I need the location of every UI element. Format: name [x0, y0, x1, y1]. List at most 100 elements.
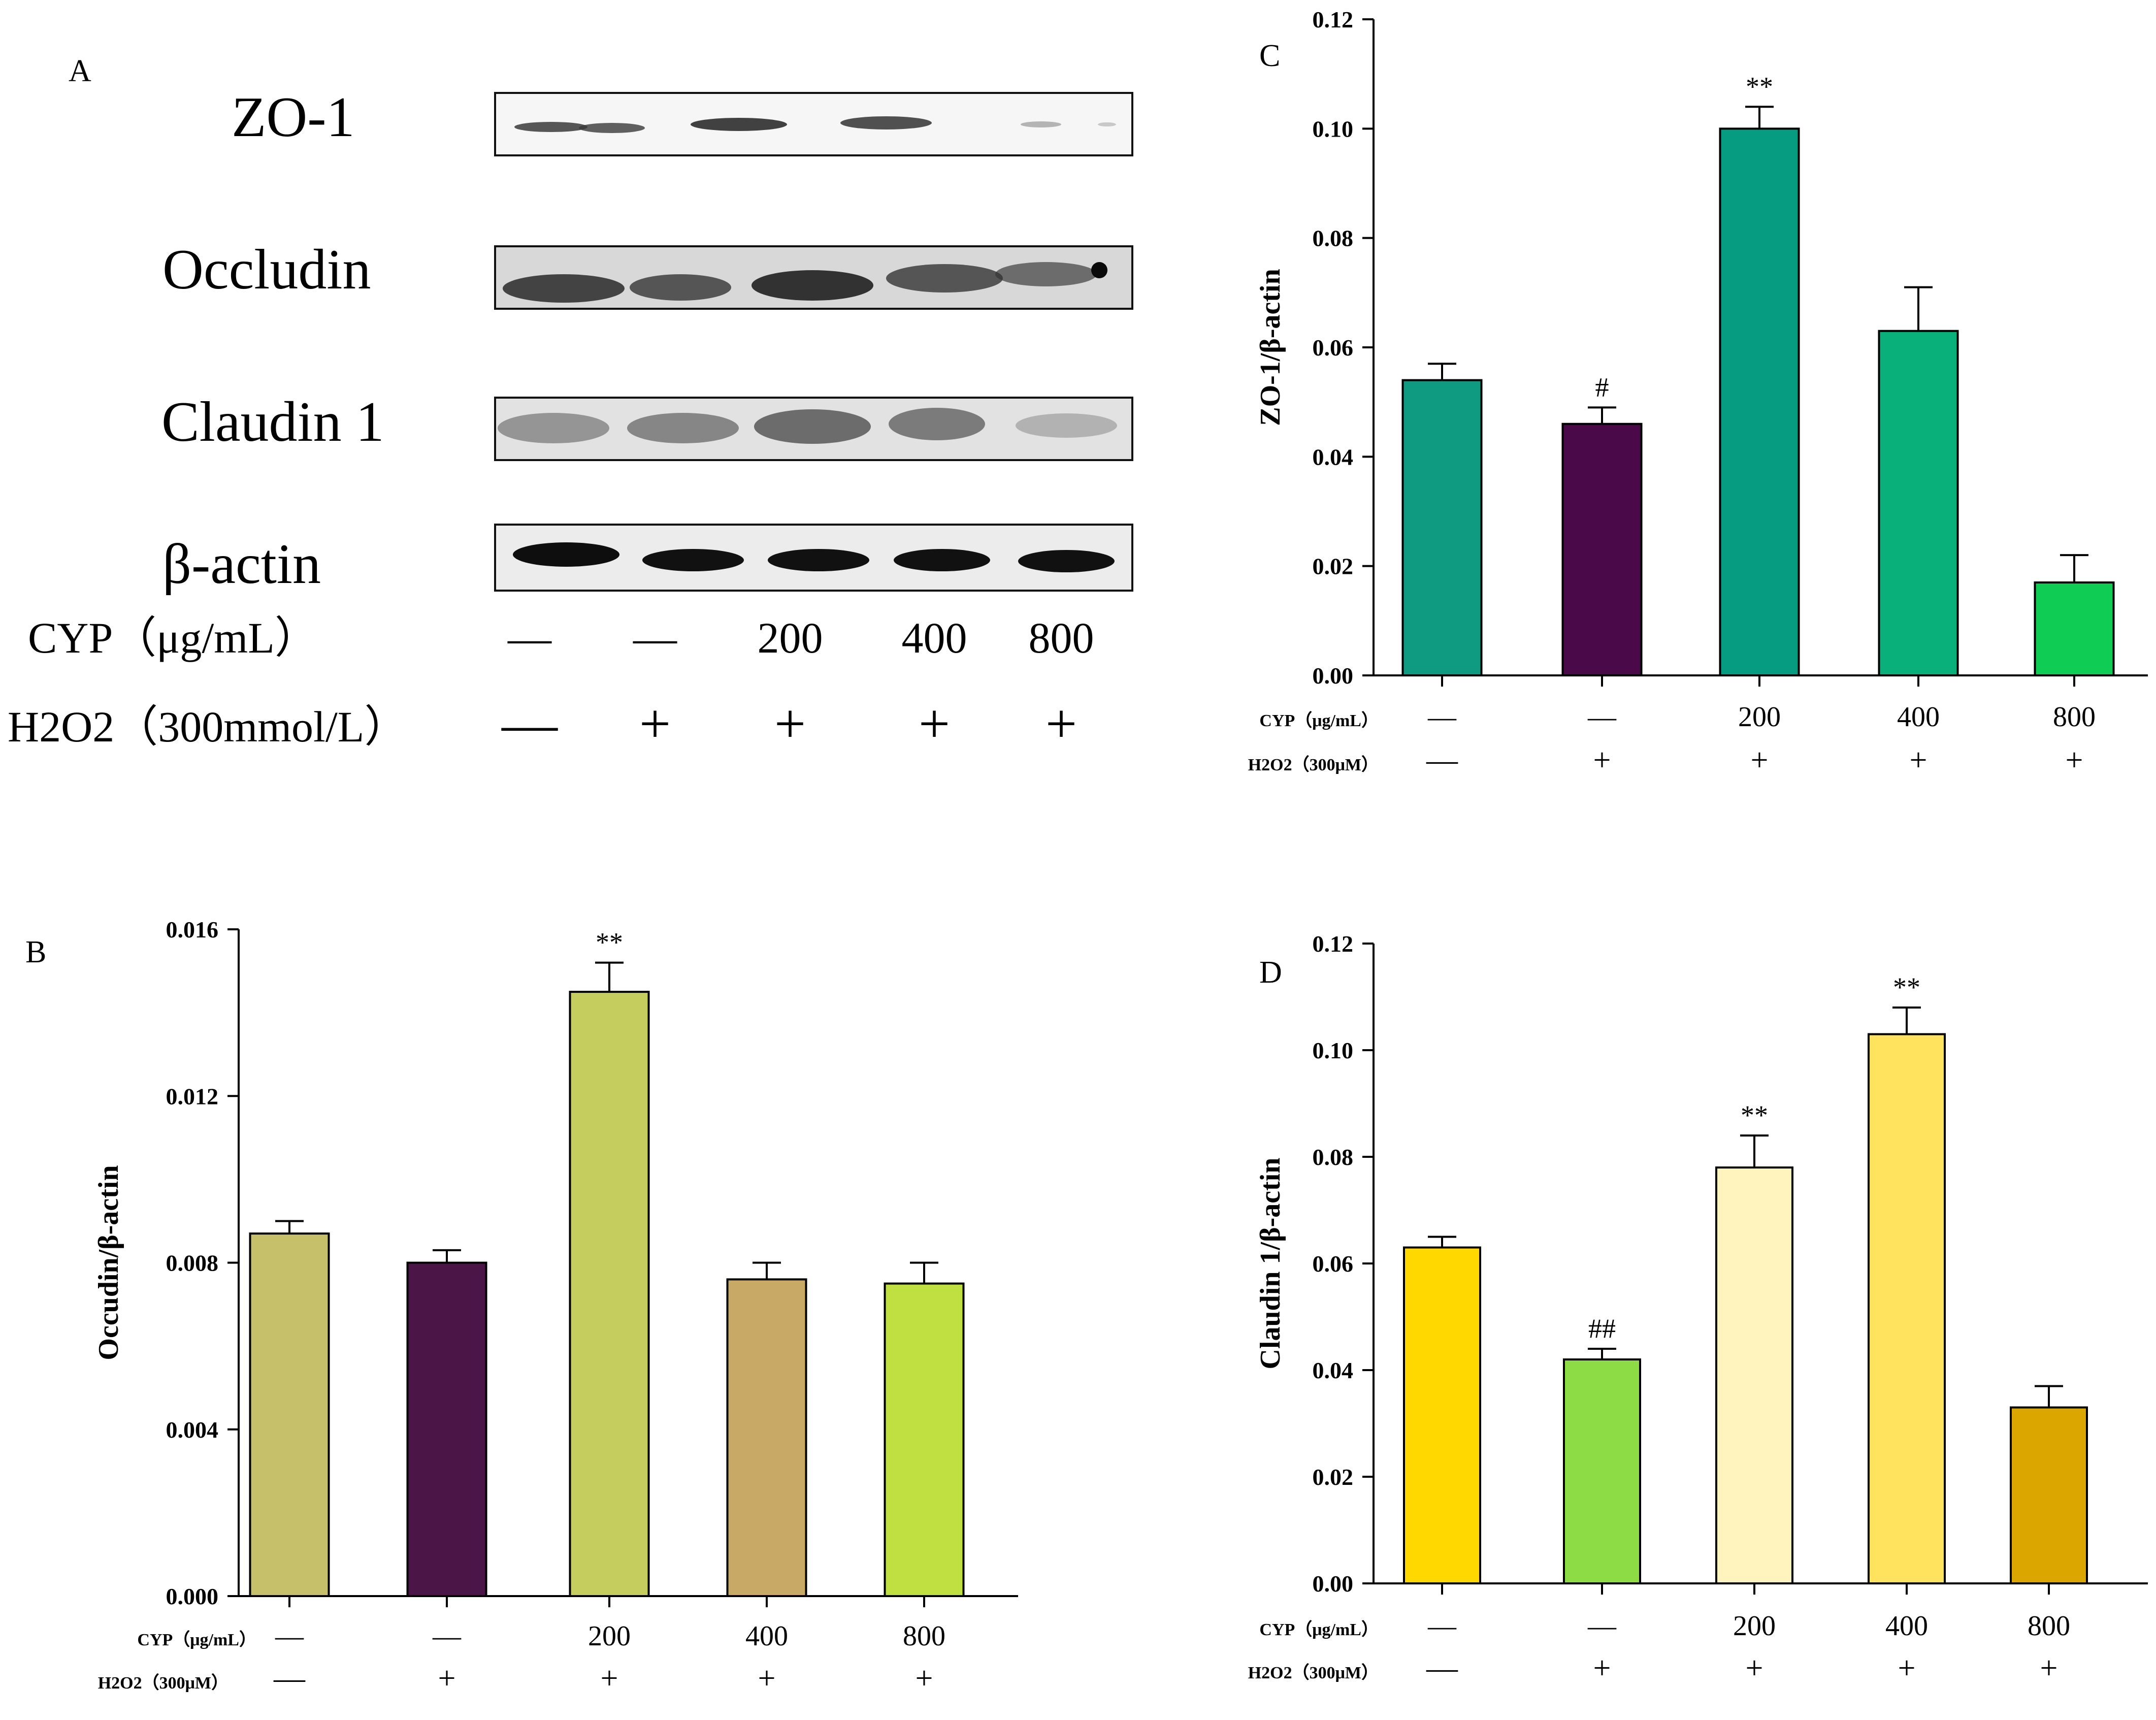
significance-marker: **: [1893, 972, 1920, 1002]
y-tick-label: 0.004: [166, 1417, 219, 1443]
panel-a-cyp-value: —: [633, 613, 677, 662]
blot-beta-actin-band: [642, 549, 744, 571]
blot-claudin1-band: [498, 413, 609, 443]
h2o2-value: +: [1898, 1651, 1916, 1685]
panel-b-label: B: [25, 935, 46, 969]
treatment-label-h2o2: H2O2（300mmol/L）: [8, 702, 408, 751]
cyp-value: 200: [1738, 701, 1781, 733]
bar: [2034, 581, 2115, 677]
h2o2-value: +: [1751, 743, 1769, 777]
h2o2-value: +: [2066, 743, 2083, 777]
cyp-value: 800: [2053, 701, 2096, 733]
cyp-value: 800: [903, 1620, 945, 1652]
h2o2-value: —: [1426, 743, 1458, 777]
y-tick-label: 0.00: [1313, 663, 1354, 689]
bar: [1403, 1246, 1481, 1584]
significance-marker: **: [596, 927, 623, 958]
blot-claudin1-band: [889, 408, 985, 440]
cyp-value: 400: [1897, 701, 1940, 733]
y-axis-title: ZO-1/β-actin: [1255, 269, 1286, 426]
cyp-value: —: [1427, 701, 1457, 733]
bar: [2010, 1406, 2088, 1584]
blot-claudin1: [494, 397, 1133, 461]
blot-occludin-band: [503, 274, 625, 303]
y-tick-label: 0.04: [1313, 1357, 1354, 1383]
panel-a-western-blot: A ZO-1 Occludin Claudin 1 β-actin: [8, 54, 1133, 755]
significance-marker: #: [1595, 372, 1609, 402]
panel-a-cyp-value: 800: [1029, 613, 1094, 662]
bar: [406, 1261, 487, 1597]
blot-zo1-band: [1021, 121, 1061, 127]
blot-occludin-band: [886, 264, 1003, 293]
h2o2-value: +: [1593, 1651, 1611, 1685]
y-tick-label: 0.06: [1313, 335, 1354, 361]
panel-a-cyp-value: 200: [758, 613, 823, 662]
y-tick-label: 0.12: [1313, 931, 1354, 957]
panel-c-label: C: [1259, 39, 1280, 73]
blot-zo1-band: [691, 118, 787, 131]
h2o2-value: +: [2040, 1651, 2058, 1685]
blot-claudin1-band: [1016, 413, 1117, 438]
cyp-value: —: [1587, 1610, 1617, 1642]
panel-a-h2o2-value: +: [919, 693, 950, 755]
bar: [569, 991, 650, 1597]
cyp-value: 400: [1885, 1610, 1928, 1642]
h2o2-row-label: H2O2（300μM）: [1248, 1663, 1379, 1682]
blot-zo1-band: [1098, 122, 1116, 126]
y-axis-title: Occudin/β-actin: [93, 1165, 124, 1360]
blot-zo1-band: [514, 122, 587, 132]
bar: [1563, 1358, 1641, 1584]
blot-claudin1-band: [754, 409, 871, 444]
bar: [1719, 127, 1800, 676]
significance-marker: **: [1741, 1100, 1768, 1130]
cyp-value: —: [1587, 701, 1617, 733]
blot-occludin-band: [752, 270, 873, 301]
h2o2-value: —: [1426, 1651, 1458, 1685]
h2o2-value: +: [758, 1661, 776, 1696]
bar: [726, 1278, 807, 1597]
blot-occludin-band: [630, 274, 731, 301]
treatment-label-cyp: CYP（μg/mL）: [28, 613, 318, 662]
h2o2-value: +: [1746, 1651, 1763, 1685]
y-axis-title: Claudin 1/β-actin: [1255, 1158, 1286, 1370]
h2o2-value: +: [601, 1661, 618, 1696]
cyp-value: —: [1427, 1610, 1457, 1642]
panel-a-h2o2-row: — + + + +: [501, 693, 1077, 755]
panel-a-cyp-row: — — 200 400 800: [507, 613, 1094, 662]
panel-d-label: D: [1259, 955, 1282, 990]
cyp-value: —: [432, 1620, 462, 1652]
bar: [1401, 379, 1483, 676]
cyp-row-label: CYP（μg/mL）: [137, 1630, 256, 1649]
blot-zo1-band: [840, 116, 932, 129]
blot-occludin-spot: [1091, 262, 1107, 278]
cyp-value: 200: [588, 1620, 631, 1652]
panel-a-cyp-value: 400: [902, 613, 967, 662]
panel-a-h2o2-value: +: [774, 693, 806, 755]
y-tick-label: 0.02: [1313, 554, 1354, 579]
h2o2-value: +: [1910, 743, 1928, 777]
y-tick-label: 0.06: [1313, 1251, 1354, 1277]
blot-beta-actin: [494, 524, 1133, 592]
y-tick-label: 0.02: [1313, 1464, 1354, 1490]
bar: [1561, 423, 1643, 676]
cyp-row-label: CYP（μg/mL）: [1259, 1619, 1379, 1639]
blot-beta-actin-band: [1018, 550, 1115, 572]
chart-panel-c: C 0.00 0.02 0.04 0.06 0.08 0.10 0.12 ZO-1/β-act…: [1248, 7, 2148, 777]
h2o2-value: +: [438, 1661, 456, 1696]
blot-claudin1-band: [627, 413, 739, 443]
y-tick-label: 0.016: [166, 917, 219, 943]
band-label-beta-actin: β-actin: [162, 533, 321, 596]
y-tick-label: 0.08: [1313, 225, 1354, 251]
blot-beta-actin-band: [768, 549, 869, 571]
bar: [1878, 330, 1959, 676]
y-tick-label: 0.10: [1313, 116, 1354, 142]
bar: [249, 1232, 330, 1597]
y-tick-label: 0.012: [166, 1083, 219, 1109]
cyp-row-label: CYP（μg/mL）: [1259, 710, 1379, 730]
h2o2-row-label: H2O2（300μM）: [98, 1673, 228, 1693]
blot-zo1: [494, 92, 1133, 156]
h2o2-value: +: [916, 1661, 933, 1696]
y-tick-label: 0.10: [1313, 1037, 1354, 1063]
blot-beta-actin-band: [894, 549, 990, 571]
cyp-value: 200: [1733, 1610, 1776, 1642]
